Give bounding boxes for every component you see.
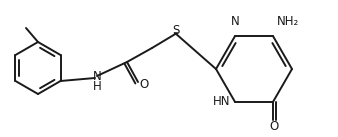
Text: S: S <box>172 24 180 36</box>
Text: O: O <box>139 79 149 92</box>
Text: N: N <box>93 69 101 82</box>
Text: NH₂: NH₂ <box>277 15 299 28</box>
Text: O: O <box>269 120 279 133</box>
Text: N: N <box>231 15 239 28</box>
Text: H: H <box>93 79 101 92</box>
Text: HN: HN <box>213 95 231 108</box>
